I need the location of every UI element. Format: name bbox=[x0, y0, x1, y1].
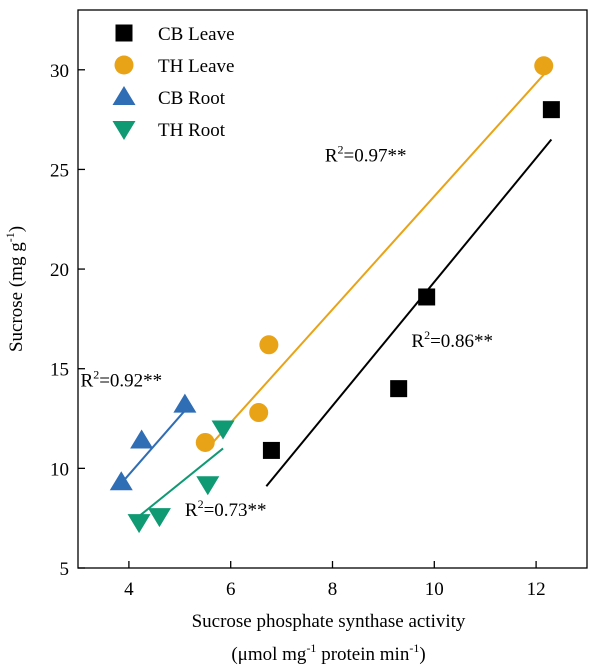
y-tick-label: 25 bbox=[50, 160, 69, 181]
x-tick-label: 6 bbox=[226, 579, 236, 600]
y-tick-label: 5 bbox=[60, 559, 70, 580]
fit-line bbox=[138, 447, 224, 517]
legend-marker bbox=[114, 55, 134, 75]
fit-line bbox=[265, 138, 553, 487]
r2-label: R2=0.97** bbox=[325, 142, 407, 166]
x-axis-title: Sucrose phosphate synthase activity bbox=[192, 611, 466, 632]
r2-label: R2=0.73** bbox=[185, 497, 267, 521]
x-axis-unit-part: -1 bbox=[306, 641, 316, 655]
data-point bbox=[173, 393, 197, 413]
r2-label: R2=0.92** bbox=[81, 368, 163, 392]
legend-label: TH Leave bbox=[158, 56, 234, 77]
r2-label-part: 2 bbox=[93, 368, 99, 382]
data-point bbox=[196, 476, 220, 496]
plot-frame bbox=[77, 9, 588, 569]
legend-label: CB Root bbox=[158, 88, 226, 109]
x-axis-unit-part: ) bbox=[419, 644, 425, 665]
r2-label-part: R bbox=[185, 500, 198, 521]
x-tick-label: 12 bbox=[527, 579, 546, 600]
y-axis-title-part: Sucrose (mg g bbox=[6, 242, 27, 352]
legend-marker bbox=[112, 121, 136, 140]
legend-label: TH Root bbox=[158, 120, 226, 141]
data-point bbox=[418, 288, 436, 306]
r2-label-part: 2 bbox=[424, 328, 430, 342]
x-axis-unit-part: (μmol mg bbox=[231, 644, 307, 665]
r2-label-part: R bbox=[411, 331, 424, 352]
r2-label-part: =0.97** bbox=[344, 145, 407, 166]
data-point bbox=[195, 432, 215, 452]
y-axis-title: Sucrose (mg g-1) bbox=[3, 226, 27, 352]
data-point bbox=[211, 420, 235, 440]
x-tick-label: 4 bbox=[124, 579, 134, 600]
data-point bbox=[130, 429, 154, 449]
x-tick-label: 8 bbox=[328, 579, 338, 600]
y-tick-label: 30 bbox=[50, 61, 69, 82]
data-point bbox=[534, 56, 554, 76]
data-point bbox=[542, 101, 560, 119]
r2-label-part: =0.92** bbox=[99, 371, 162, 392]
y-tick-label: 20 bbox=[50, 260, 69, 281]
legend-marker bbox=[112, 86, 136, 105]
r2-label-part: R bbox=[325, 145, 338, 166]
r2-label-part: R bbox=[81, 371, 94, 392]
r2-label-part: =0.73** bbox=[204, 500, 267, 521]
legend: CB Leave TH Leave CB Root TH Root bbox=[112, 24, 235, 141]
data-point bbox=[259, 335, 279, 355]
x-axis-unit: (μmol mg-1 protein min-1) bbox=[231, 641, 425, 665]
data-point bbox=[147, 508, 171, 528]
y-tick-label: 10 bbox=[50, 459, 69, 480]
r2-label-part: 2 bbox=[338, 142, 344, 156]
y-axis-title-part: -1 bbox=[3, 232, 17, 242]
r2-annotations: R2=0.86**R2=0.97**R2=0.92**R2=0.73** bbox=[81, 142, 494, 521]
data-points bbox=[109, 56, 560, 534]
data-point bbox=[109, 471, 133, 491]
legend-label: CB Leave bbox=[158, 24, 235, 45]
x-tick-label: 10 bbox=[425, 579, 444, 600]
fit-line bbox=[212, 71, 548, 444]
r2-label-part: 2 bbox=[198, 497, 204, 511]
r2-label: R2=0.86** bbox=[411, 328, 493, 352]
data-point bbox=[262, 441, 280, 459]
y-axis-title-part: ) bbox=[6, 226, 27, 232]
legend-marker bbox=[115, 24, 133, 42]
y-tick-label: 15 bbox=[50, 360, 69, 381]
data-point bbox=[249, 403, 269, 423]
axis-titles: Sucrose phosphate synthase activity (μmol… bbox=[3, 226, 466, 665]
data-point bbox=[127, 514, 151, 534]
axis-ticks: 4 6 8 10 12 5 10 15 20 25 30 bbox=[50, 61, 546, 600]
r2-label-part: =0.86** bbox=[430, 331, 493, 352]
x-axis-unit-part: protein min bbox=[316, 644, 409, 665]
data-point bbox=[390, 380, 408, 398]
x-axis-unit-part: -1 bbox=[409, 641, 419, 655]
